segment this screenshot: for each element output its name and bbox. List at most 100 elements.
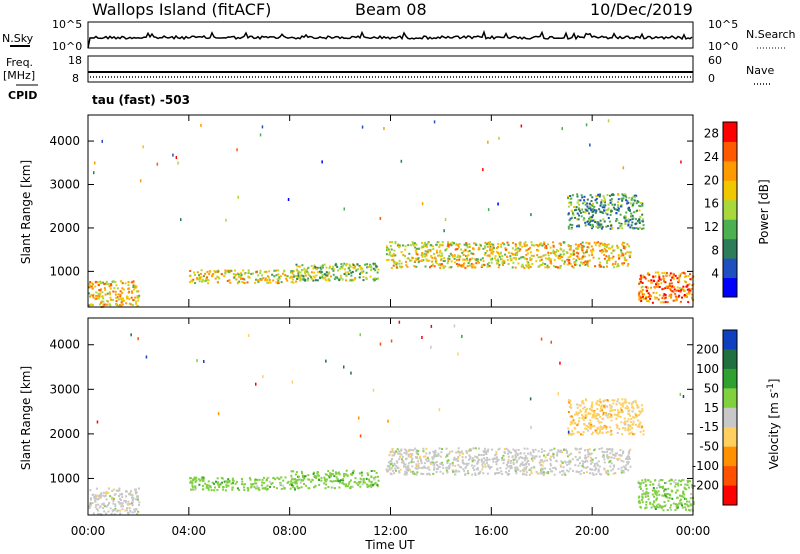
power-cell [250, 273, 252, 275]
power-cell [105, 304, 107, 306]
power-cell [257, 279, 259, 281]
power-noise [380, 217, 382, 220]
power-cell [602, 206, 604, 208]
velocity-cell [542, 465, 544, 467]
velocity-cell [640, 431, 642, 433]
power-cell [574, 261, 576, 263]
power-noise [321, 160, 323, 163]
power-cell [497, 243, 499, 245]
power-cell [591, 249, 593, 251]
power-cell [110, 299, 112, 301]
power-noise [93, 171, 95, 174]
power-cell [122, 297, 124, 299]
power-cell [505, 249, 507, 251]
power-cell [525, 264, 527, 266]
velocity-cell [575, 456, 577, 458]
power-cell [571, 254, 573, 256]
velocity-cell [213, 483, 215, 485]
velocity-cell [259, 479, 261, 481]
power-cell [500, 252, 502, 254]
power-cell [607, 194, 609, 196]
velocity-cell [218, 486, 220, 488]
velocity-cell [374, 479, 376, 481]
power-noise [488, 208, 490, 211]
velocity-cell [639, 422, 641, 424]
velocity-cell [617, 412, 619, 414]
power-cell [617, 263, 619, 265]
power-cell [235, 274, 237, 276]
velocity-cell [648, 498, 650, 500]
velocity-cell [518, 449, 520, 451]
power-cell [658, 276, 660, 278]
power-cell [563, 263, 565, 265]
velocity-cell [403, 464, 405, 466]
power-cell [125, 282, 127, 284]
power-cell [547, 267, 549, 269]
power-cell [640, 281, 642, 283]
power-cell [296, 269, 298, 271]
power-cell [247, 276, 249, 278]
velocity-cell [393, 472, 395, 474]
nsky-trace [88, 32, 692, 48]
velocity-cell [495, 453, 497, 455]
velocity-cell [554, 474, 556, 476]
power-cell [99, 293, 101, 295]
power-cell [531, 244, 533, 246]
velocity-cell [369, 480, 371, 482]
power-cell [661, 272, 663, 274]
velocity-cell [103, 504, 105, 506]
power-cell [596, 242, 598, 244]
velocity-cell [449, 463, 451, 465]
velocity-cell [582, 417, 584, 419]
velocity-noise [130, 333, 132, 336]
velocity-cell [612, 409, 614, 411]
power-cell [484, 254, 486, 256]
velocity-cell [626, 408, 628, 410]
power-cell [542, 262, 544, 264]
power-cell [333, 274, 335, 276]
velocity-cell [677, 483, 679, 485]
velocity-cell [466, 452, 468, 454]
power-cell [539, 244, 541, 246]
velocity-cell [391, 467, 393, 469]
nave-label: Nave [746, 64, 774, 77]
velocity-cell [291, 484, 293, 486]
velocity-colorbar-tick: -50 [699, 440, 719, 454]
power-cell [272, 280, 274, 282]
velocity-cell [353, 470, 355, 472]
power-colorbar-segment [723, 258, 737, 278]
power-cell [600, 205, 602, 207]
power-cell [584, 201, 586, 203]
velocity-cell [506, 464, 508, 466]
velocity-cell [540, 464, 542, 466]
power-cell [399, 266, 401, 268]
power-cell [113, 280, 115, 282]
power-cell [628, 209, 630, 211]
velocity-cell [404, 452, 406, 454]
velocity-cell [534, 456, 536, 458]
power-cell [436, 250, 438, 252]
power-cell [100, 302, 102, 304]
velocity-cell [362, 483, 364, 485]
velocity-cell [620, 416, 622, 418]
velocity-cell [472, 467, 474, 469]
power-cell [553, 245, 555, 247]
power-cell [293, 282, 295, 284]
power-cell [634, 196, 636, 198]
velocity-cell [335, 480, 337, 482]
velocity-cell [124, 510, 126, 512]
power-cell [215, 278, 217, 280]
power-cell [125, 302, 127, 304]
velocity-cell [209, 485, 211, 487]
velocity-cell [425, 452, 427, 454]
velocity-noise [558, 392, 560, 395]
velocity-cell [492, 461, 494, 463]
velocity-cell [408, 450, 410, 452]
velocity-cell [405, 458, 407, 460]
power-cell [585, 211, 587, 213]
velocity-cell [687, 481, 689, 483]
power-cell [264, 279, 266, 281]
power-cell [299, 266, 301, 268]
velocity-cell [581, 460, 583, 462]
power-cell [322, 274, 324, 276]
